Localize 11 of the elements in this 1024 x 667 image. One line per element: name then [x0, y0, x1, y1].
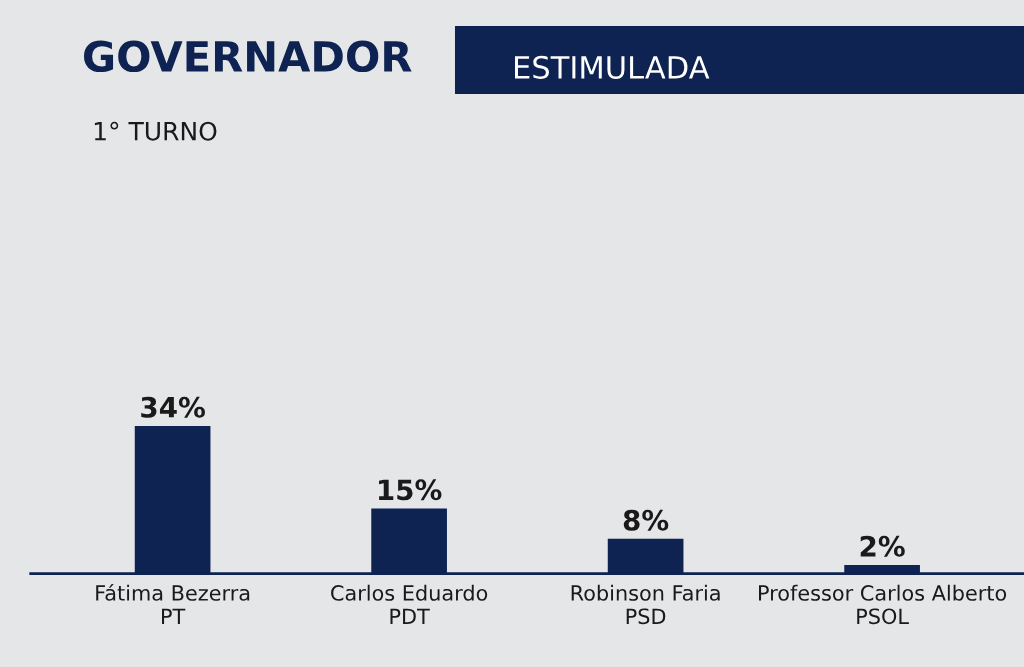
x-tick-label: Carlos Eduardo PDT [331, 584, 488, 624]
chart-subtitle: ESTIMULADA [515, 55, 710, 79]
data-label: 8% [623, 509, 669, 531]
x-tick-label: Robinson Faria PSD [571, 584, 720, 625]
data-label: 34% [141, 396, 205, 418]
chart-title: GOVERNADOR [84, 40, 412, 73]
text: 1° TURNO [94, 121, 217, 141]
data-label: 15% [379, 479, 442, 501]
x-tick-label: Professor Carlos Alberto PSOL [759, 584, 1007, 625]
data-label: 2% [860, 535, 905, 557]
x-tick-label: Fátima Bezerra PT [96, 583, 250, 624]
